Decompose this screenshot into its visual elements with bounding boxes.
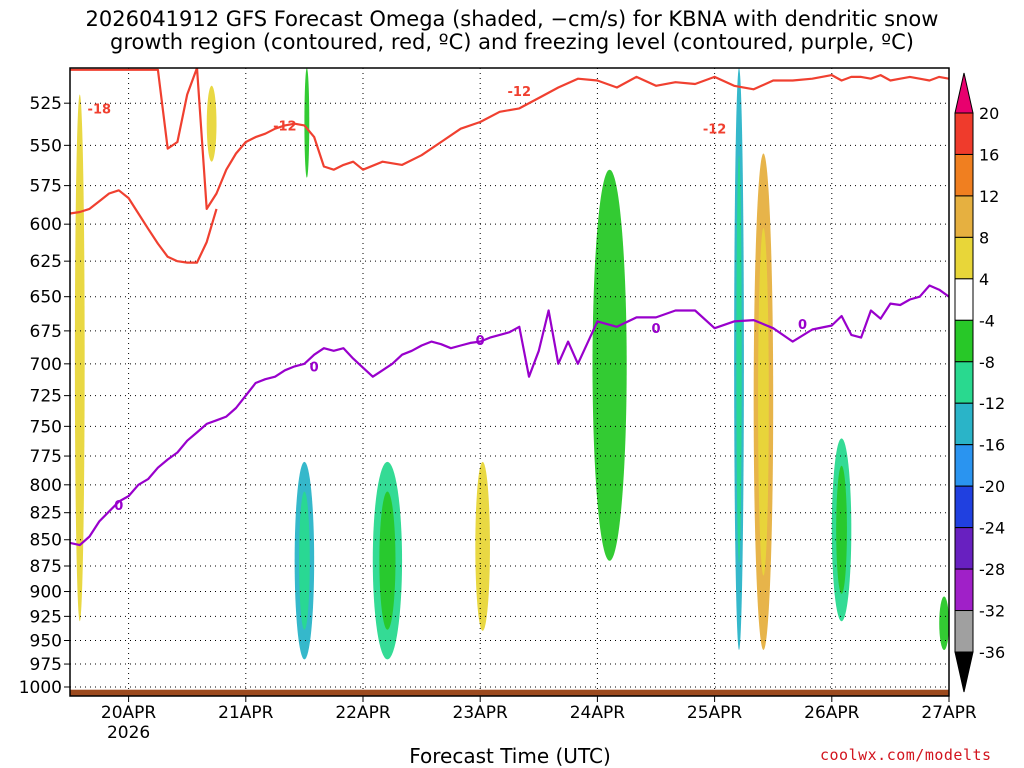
omega-region-11 — [939, 596, 949, 650]
omega-region-5-core — [379, 491, 396, 630]
x-tick-label-20APR: 20APR — [101, 703, 157, 723]
colorbar-extend-bottom — [954, 651, 974, 693]
colorbar-label-14: -36 — [979, 643, 1005, 662]
y-tick-label-525: 525 — [30, 94, 62, 114]
y-tick-label-550: 550 — [30, 136, 62, 156]
colorbar-label-5: 4 — [979, 270, 989, 289]
contour-label-6: 0 — [310, 360, 319, 375]
contour-label-8: 0 — [651, 322, 660, 337]
x-tick-label-24APR: 24APR — [570, 703, 626, 723]
colorbar-swatch-2 — [954, 153, 974, 197]
colorbar-swatch-5 — [954, 278, 974, 321]
colorbar-label-10: -20 — [979, 477, 1005, 496]
y-tick-label-975: 975 — [30, 655, 62, 675]
colorbar-label-11: -24 — [979, 519, 1005, 538]
colorbar-swatch-13 — [954, 610, 974, 653]
colorbar-swatch-4 — [954, 236, 974, 280]
y-tick-label-650: 650 — [30, 288, 62, 308]
chart-title-line-1: 2026041912 GFS Forecast Omega (shaded, −… — [85, 7, 939, 31]
colorbar-label-2: 16 — [979, 145, 999, 164]
colorbar-label-3: 12 — [979, 187, 999, 206]
x-tick-label-22APR: 22APR — [335, 703, 391, 723]
colorbar-swatch-3 — [954, 195, 974, 238]
colorbar-label-9: -16 — [979, 436, 1005, 455]
y-tick-label-575: 575 — [30, 177, 62, 197]
time-axis: 20APR 21APR 22APR 23APR 24APR 25APR 26APR 27APR… — [101, 696, 977, 743]
y-tick-label-800: 800 — [30, 476, 62, 496]
y-tick-label-725: 725 — [30, 387, 62, 407]
x-tick-label-27APR: 27APR — [921, 703, 977, 723]
omega-region-7 — [592, 169, 627, 561]
colorbar-label-13: -32 — [979, 602, 1005, 621]
credit-link[interactable]: coolwx.com/modelts — [820, 746, 992, 764]
contour-label-3: -12 — [508, 85, 532, 100]
colorbar-swatch-9 — [954, 444, 974, 487]
y-tick-label-850: 850 — [30, 531, 62, 551]
x-tick-label-23APR: 23APR — [453, 703, 509, 723]
y-tick-label-600: 600 — [30, 215, 62, 235]
colorbar-label-6: -4 — [979, 311, 995, 330]
y-tick-label-775: 775 — [30, 447, 62, 467]
isotherm-minus12-line — [70, 68, 949, 210]
colorbar-label-4: 8 — [979, 228, 989, 247]
omega-region-1 — [74, 94, 85, 622]
colorbar-label-1: 20 — [979, 104, 999, 123]
contour-label-1: -18 — [88, 102, 112, 117]
contours: -18 -12 -12 -12 0 0 0 0 0 — [70, 68, 949, 547]
colorbar-swatch-1 — [954, 112, 974, 155]
contour-label-7: 0 — [476, 334, 485, 349]
y-tick-label-675: 675 — [30, 322, 62, 342]
contour-label-5: 0 — [114, 499, 123, 514]
y-tick-label-825: 825 — [30, 504, 62, 524]
x-year-label: 2026 — [107, 723, 150, 743]
colorbar: 20 16 12 8 4 -4 -8 -12 -16 -20 -24 -28 -32 -36 — [954, 72, 1005, 693]
y-tick-label-950: 950 — [30, 632, 62, 652]
chart-title: 2026041912 GFS Forecast Omega (shaded, −… — [0, 8, 1024, 54]
colorbar-swatch-7 — [954, 361, 974, 404]
omega-region-6 — [475, 461, 490, 631]
x-tick-label-25APR: 25APR — [687, 703, 743, 723]
colorbar-swatch-6 — [954, 319, 974, 363]
colorbar-swatch-10 — [954, 485, 974, 529]
colorbar-extend-top — [954, 72, 974, 114]
omega-region-3 — [304, 68, 310, 178]
contour-label-2: -12 — [273, 119, 297, 134]
x-tick-label-26APR: 26APR — [804, 703, 860, 723]
omega-region-9-core — [758, 228, 769, 576]
contour-label-4: -12 — [703, 123, 727, 138]
chart-title-line-2: growth region (contoured, red, ºC) and f… — [110, 30, 914, 54]
omega-shading — [74, 68, 949, 660]
ground-band — [70, 689, 949, 696]
omega-region-4-core — [299, 491, 310, 630]
y-tick-label-900: 900 — [30, 583, 62, 603]
colorbar-swatch-12 — [954, 568, 974, 612]
omega-region-2 — [206, 85, 217, 162]
y-tick-label-925: 925 — [30, 607, 62, 627]
grid — [70, 68, 949, 696]
pressure-axis: 525 550 575 600 625 650 675 700 725 750 775 800 825 8… — [19, 94, 70, 698]
omega-region-10-core — [836, 465, 847, 594]
colorbar-label-8: -12 — [979, 394, 1005, 413]
y-tick-label-875: 875 — [30, 557, 62, 577]
x-tick-label-21APR: 21APR — [218, 703, 274, 723]
colorbar-swatch-8 — [954, 402, 974, 446]
plot-frame — [69, 67, 950, 697]
contour-label-9: 0 — [798, 318, 807, 333]
y-tick-label-700: 700 — [30, 355, 62, 375]
omega-region-8-core — [736, 155, 742, 563]
x-axis-label: Forecast Time (UTC) — [409, 744, 611, 768]
freezing-level-line — [70, 284, 949, 547]
colorbar-label-12: -28 — [979, 560, 1005, 579]
colorbar-label-7: -8 — [979, 353, 995, 372]
y-tick-label-750: 750 — [30, 417, 62, 437]
y-tick-label-1000: 1000 — [19, 678, 62, 698]
y-tick-label-625: 625 — [30, 252, 62, 272]
colorbar-swatch-11 — [954, 527, 974, 570]
isotherm-minus18-line — [70, 189, 218, 264]
terrain-band — [70, 689, 949, 696]
